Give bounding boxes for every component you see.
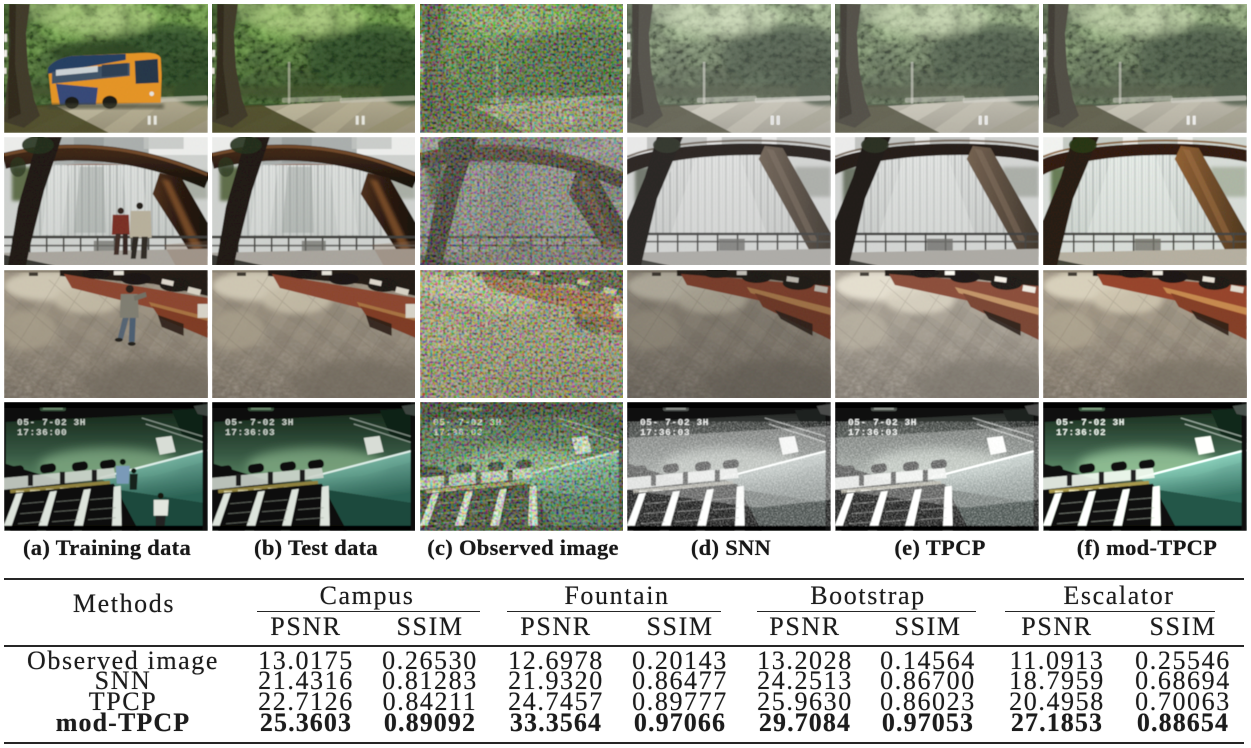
svg-text:05- 7-02 3H: 05- 7-02 3H [640, 417, 709, 428]
svg-text:17:36:02: 17:36:02 [1056, 427, 1106, 438]
svg-text:05- 7-02 3H: 05- 7-02 3H [848, 417, 917, 428]
svg-text:05- 7-02 3H: 05- 7-02 3H [225, 417, 294, 428]
svg-text:05- 7-02 3H: 05- 7-02 3H [17, 417, 86, 428]
svg-text:05- 7-02 3H: 05- 7-02 3H [1056, 417, 1125, 428]
svg-text:17:36:03: 17:36:03 [225, 427, 275, 438]
svg-text:17:36:00: 17:36:00 [17, 427, 67, 438]
